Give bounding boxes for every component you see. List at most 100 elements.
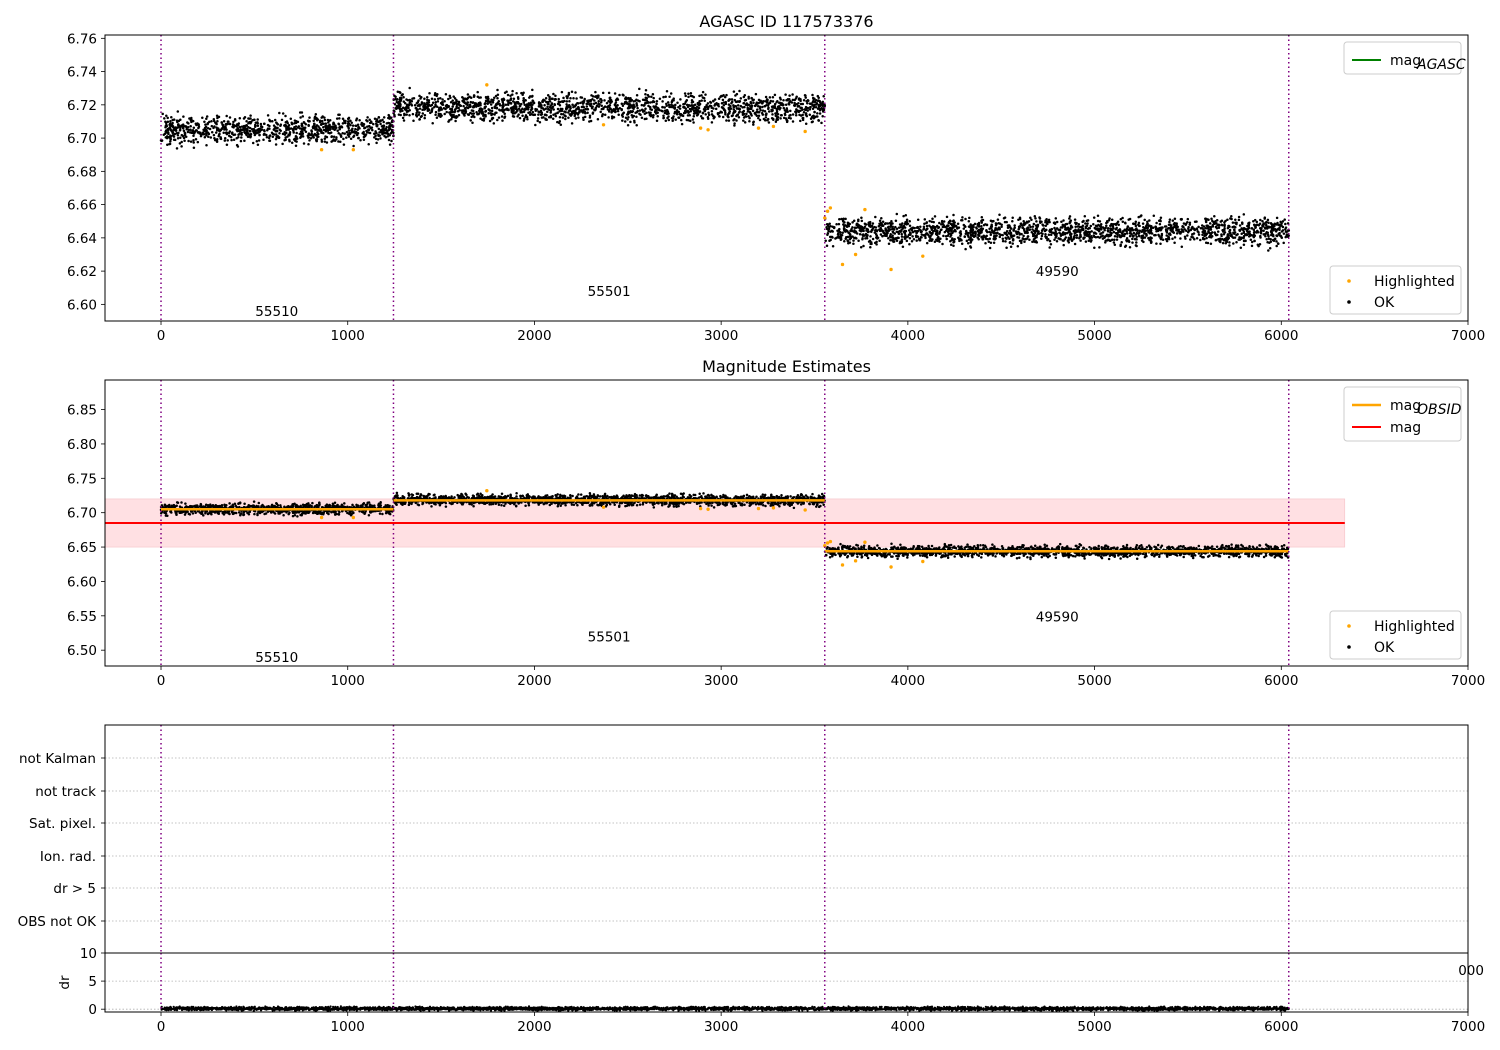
data-point-ok — [831, 225, 834, 229]
data-point-ok — [519, 111, 522, 114]
data-point-ok — [922, 225, 926, 228]
data-point-ok — [179, 125, 182, 128]
data-point-ok — [878, 229, 882, 233]
data-point-ok — [1022, 237, 1025, 241]
data-point-ok — [631, 109, 635, 113]
data-point-ok — [1048, 220, 1051, 224]
data-point-highlighted — [319, 148, 324, 152]
data-point-ok — [1216, 233, 1219, 237]
data-point-ok — [295, 131, 298, 135]
data-point-ok — [736, 113, 739, 116]
data-point-ok — [737, 100, 741, 103]
data-point-ok — [442, 107, 446, 110]
data-point-ok — [1004, 240, 1007, 243]
data-point-ok — [287, 123, 291, 127]
data-point-ok — [503, 112, 506, 115]
data-point-ok — [755, 110, 758, 114]
data-point-ok — [550, 106, 554, 110]
data-point-ok — [378, 131, 381, 134]
data-point-ok — [238, 125, 242, 129]
data-point-ok — [633, 119, 636, 123]
data-point-ok — [1240, 232, 1243, 235]
data-point-ok — [1231, 221, 1235, 224]
data-point-ok — [980, 231, 983, 234]
data-point-ok — [433, 98, 437, 101]
data-point-ok — [161, 112, 164, 116]
data-point-ok — [249, 114, 252, 117]
data-point-ok — [484, 113, 487, 117]
data-point-ok — [1118, 228, 1122, 231]
data-point-ok — [295, 137, 299, 140]
data-point-ok — [1074, 231, 1077, 234]
data-point-ok — [739, 97, 743, 100]
data-point-ok — [704, 113, 707, 116]
data-point-ok — [1247, 235, 1251, 238]
data-point-ok — [210, 119, 213, 123]
data-point-ok — [629, 109, 633, 113]
data-point-ok — [952, 241, 955, 244]
data-point-ok — [621, 93, 625, 97]
data-point-ok — [318, 120, 322, 124]
data-point-ok — [1076, 225, 1080, 228]
data-point-ok — [583, 97, 586, 101]
data-point-ok — [638, 112, 641, 115]
data-point-ok — [423, 102, 426, 105]
data-point-ok — [585, 107, 589, 111]
data-point-ok — [1048, 246, 1051, 249]
data-point-ok — [201, 131, 205, 134]
data-point-ok — [691, 118, 695, 121]
data-point-ok — [846, 239, 850, 243]
data-point-ok — [721, 98, 725, 102]
data-point-ok — [594, 108, 597, 111]
data-point-ok — [903, 235, 906, 239]
data-point-ok — [1253, 234, 1257, 238]
data-point-ok — [735, 107, 739, 110]
data-point-ok — [928, 230, 932, 234]
data-point-ok — [328, 119, 332, 122]
data-point-highlighted — [863, 207, 867, 212]
data-point-ok — [1137, 215, 1140, 219]
data-point-ok — [771, 113, 774, 116]
data-point-ok — [1040, 231, 1043, 235]
data-point-ok — [528, 96, 531, 99]
data-point-ok — [1175, 232, 1179, 235]
data-point-ok — [488, 119, 492, 123]
data-point-ok — [249, 117, 252, 120]
data-point-ok — [197, 126, 200, 130]
data-point-ok — [905, 220, 908, 223]
data-point-ok — [462, 104, 465, 108]
data-point-ok — [835, 236, 838, 239]
data-point-ok — [439, 97, 442, 100]
data-point-ok — [396, 90, 400, 93]
data-point-ok — [1158, 222, 1162, 226]
data-point-ok — [829, 238, 832, 242]
data-point-ok — [744, 98, 748, 102]
data-point-ok — [1014, 230, 1018, 233]
data-point-ok — [687, 92, 690, 96]
data-point-ok — [511, 93, 514, 96]
data-point-ok — [820, 121, 823, 125]
data-point-ok — [1148, 231, 1152, 235]
data-point-ok — [249, 136, 252, 139]
data-point-ok — [841, 231, 844, 235]
data-point-ok — [273, 118, 277, 122]
data-point-ok — [498, 109, 502, 112]
data-point-ok — [165, 124, 169, 128]
data-point-ok — [1116, 220, 1120, 223]
data-point-ok — [646, 101, 650, 104]
data-point-ok — [1105, 220, 1109, 223]
data-point-ok — [1234, 218, 1237, 222]
data-point-ok — [938, 232, 941, 235]
data-point-ok — [966, 234, 970, 237]
data-point-ok — [618, 93, 621, 97]
data-point-ok — [737, 115, 741, 119]
data-point-ok — [244, 124, 247, 128]
data-point-ok — [203, 135, 207, 139]
data-point-ok — [546, 100, 550, 104]
data-point-ok — [916, 218, 920, 222]
data-point-ok — [401, 116, 405, 120]
data-point-ok — [1215, 222, 1218, 225]
data-point-ok — [960, 242, 964, 245]
data-point-ok — [320, 138, 323, 141]
data-point-ok — [707, 113, 711, 117]
